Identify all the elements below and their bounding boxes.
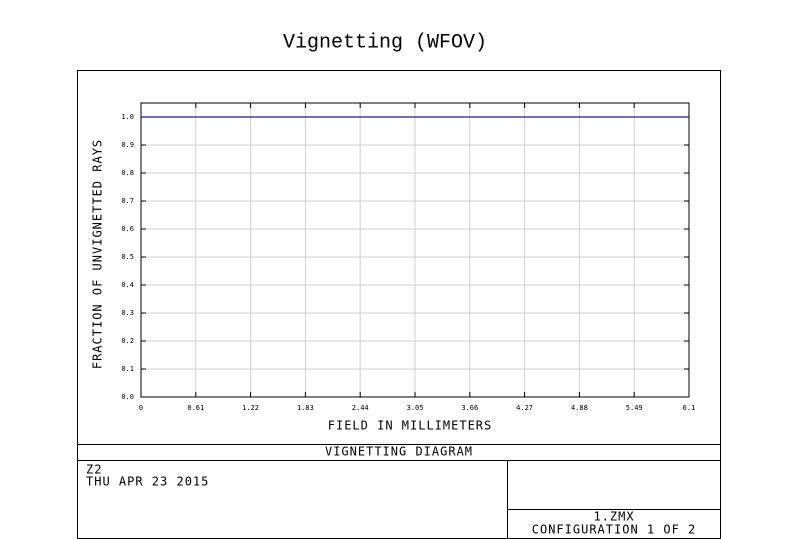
y-tick-label: 0.2 — [121, 337, 134, 345]
y-axis-label: FRACTION OF UNVIGNETTED RAYS — [91, 139, 105, 369]
x-tick-label: 2.44 — [352, 404, 369, 412]
outer-frame — [77, 70, 721, 539]
y-tick-label: 0.4 — [121, 281, 134, 289]
plot-frame — [140, 102, 690, 398]
y-tick-label: 0.6 — [121, 225, 134, 233]
x-tick-label: 4.27 — [516, 404, 533, 412]
y-tick-label: 0.8 — [121, 169, 134, 177]
x-tick-label: 5.49 — [626, 404, 643, 412]
y-tick-label: 0.5 — [121, 253, 134, 261]
footer-caption: VIGNETTING DIAGRAM — [325, 445, 473, 459]
chart-title: Vignetting (WFOV) — [283, 31, 487, 54]
footer-file: 1.ZMX — [593, 510, 634, 524]
y-tick-label: 0.1 — [121, 365, 134, 373]
x-tick-label: 0 — [139, 404, 143, 412]
x-tick-label: 1.22 — [242, 404, 259, 412]
y-tick-label: 0.0 — [121, 393, 134, 401]
y-tick-label: 1.0 — [121, 113, 134, 121]
y-tick-label: 0.3 — [121, 309, 134, 317]
footer-config: CONFIGURATION 1 OF 2 — [532, 523, 697, 537]
x-tick-label: 0.61 — [187, 404, 204, 412]
x-tick-label: 3.66 — [461, 404, 478, 412]
x-tick-label: 4.88 — [571, 404, 588, 412]
x-tick-label: 6.1 — [683, 404, 696, 412]
footer-line: Z2 — [86, 463, 102, 477]
footer-line: THU APR 23 2015 — [86, 475, 209, 489]
x-tick-label: 3.05 — [407, 404, 424, 412]
y-tick-label: 0.7 — [121, 197, 134, 205]
x-tick-label: 1.83 — [297, 404, 314, 412]
x-axis-label: FIELD IN MILLIMETERS — [328, 419, 493, 433]
y-tick-label: 0.9 — [121, 141, 134, 149]
